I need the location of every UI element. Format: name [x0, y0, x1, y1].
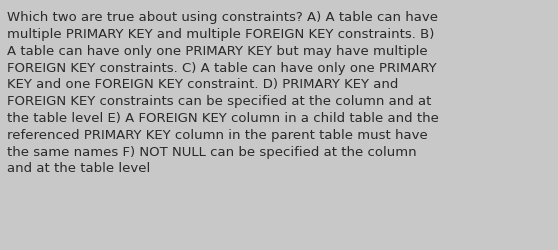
Text: Which two are true about using constraints? A) A table can have
multiple PRIMARY: Which two are true about using constrain… [7, 11, 439, 175]
